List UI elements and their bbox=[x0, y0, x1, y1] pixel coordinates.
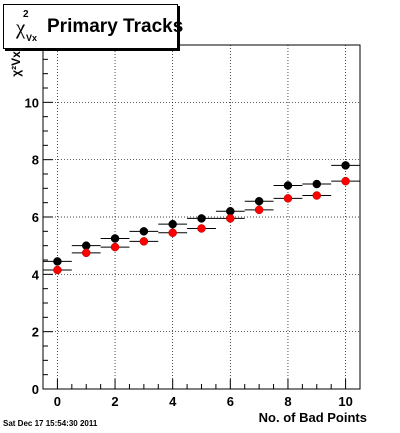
x-tick-label: 2 bbox=[111, 394, 118, 409]
data-point bbox=[168, 228, 177, 238]
y-axis-label: χ²Vx bbox=[9, 51, 23, 77]
data-marks bbox=[43, 161, 360, 275]
data-point bbox=[197, 224, 206, 233]
title-chi-symbol: χ bbox=[16, 15, 26, 39]
y-tick-label: 10 bbox=[25, 95, 39, 110]
data-point bbox=[81, 241, 91, 250]
x-tick-label: 6 bbox=[227, 394, 234, 409]
y-tick-label: 2 bbox=[32, 325, 39, 340]
data-point bbox=[139, 227, 149, 236]
x-tick-label: 8 bbox=[284, 394, 291, 409]
data-point bbox=[81, 248, 91, 258]
title-subscript: Vx bbox=[26, 33, 38, 43]
data-point bbox=[254, 196, 264, 206]
x-tick-label: 0 bbox=[54, 394, 61, 409]
data-point bbox=[197, 214, 206, 223]
data-point bbox=[283, 194, 293, 203]
y-tick-label: 0 bbox=[32, 382, 39, 397]
y-tick-label: 4 bbox=[32, 267, 40, 282]
data-point bbox=[341, 161, 350, 170]
data-point bbox=[226, 214, 235, 223]
data-point bbox=[226, 207, 235, 216]
tick-labels: 0 2 4 6 8 10 0 2 4 6 8 10 bbox=[25, 95, 353, 409]
y-tick-label: 8 bbox=[32, 153, 39, 168]
title-box: χ 2 Vx Primary Tracks bbox=[3, 4, 183, 49]
data-point bbox=[168, 219, 177, 229]
data-point bbox=[139, 237, 149, 246]
chart-title: Primary Tracks bbox=[47, 16, 184, 37]
data-point bbox=[110, 242, 120, 252]
data-point bbox=[312, 191, 322, 200]
x-tick-label: 10 bbox=[338, 394, 352, 409]
axis-ticks bbox=[43, 44, 347, 390]
y-tick-label: 6 bbox=[32, 210, 39, 225]
data-point bbox=[341, 176, 350, 186]
data-point bbox=[53, 257, 62, 266]
data-point bbox=[312, 179, 322, 189]
timestamp: Sat Dec 17 15:54:30 2011 bbox=[3, 419, 98, 428]
title-superscript: 2 bbox=[23, 9, 29, 20]
data-point bbox=[254, 205, 264, 215]
x-tick-label: 4 bbox=[169, 394, 177, 409]
data-point bbox=[53, 265, 62, 275]
x-axis-label: No. of Bad Points bbox=[259, 410, 367, 425]
data-point bbox=[110, 234, 120, 243]
data-point bbox=[283, 181, 293, 190]
